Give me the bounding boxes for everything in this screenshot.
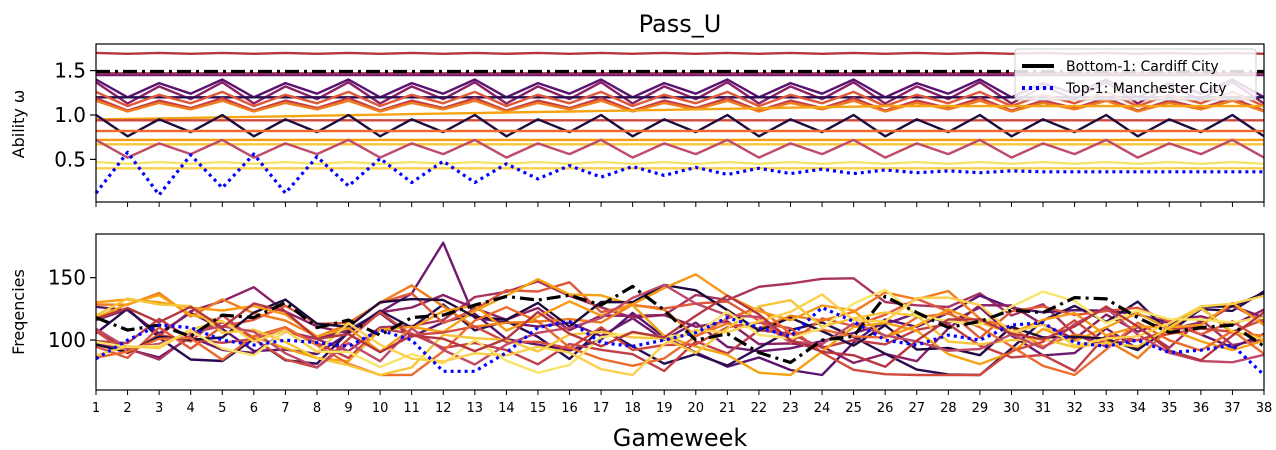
x-tick-label: 16 (561, 401, 578, 416)
x-tick-label: 35 (1161, 401, 1178, 416)
bottom-series-line-14 (95, 297, 1265, 377)
x-tick-label: 10 (372, 401, 389, 416)
bottom-series-line-7 (95, 304, 1265, 373)
x-tick-label: 8 (313, 401, 321, 416)
top-series-lines (94, 51, 1265, 197)
bottom-series-line-13 (95, 273, 1265, 353)
x-tick-label: 34 (1129, 401, 1146, 416)
x-tick-label: 11 (403, 401, 420, 416)
bottom-series-line-12 (95, 306, 1265, 377)
x-tick-label: 12 (435, 401, 452, 416)
x-tick-label: 22 (751, 401, 768, 416)
figure-title: Pass_U (639, 10, 722, 38)
x-tick-label: 17 (593, 401, 610, 416)
x-tick-label: 33 (1098, 401, 1115, 416)
bottom-series-lines (95, 241, 1266, 377)
x-tick-label: 6 (250, 401, 258, 416)
top-y-tick-label: 0.5 (54, 147, 86, 171)
legend-label-cardiff: Bottom-1: Cardiff City (1066, 59, 1219, 75)
bottom-y-ticks: 100 150 (48, 266, 96, 352)
x-tick-label: 29 (972, 401, 989, 416)
x-tick-label: 15 (530, 401, 547, 416)
x-tick-label: 24 (814, 401, 831, 416)
top-y-tick-label: 1.0 (54, 103, 86, 127)
bottom-series-line-11 (95, 283, 1265, 357)
x-tick-label: 21 (719, 401, 736, 416)
top-series-manchester-city (94, 150, 1264, 197)
x-tick-label: 7 (281, 401, 289, 416)
x-tick-label: 36 (1193, 401, 1210, 416)
legend-box (1014, 48, 1257, 101)
top-series-line-9 (95, 99, 1265, 113)
top-y-axis-label: Ability ω (9, 90, 28, 159)
x-tick-label: 26 (877, 401, 894, 416)
legend: Bottom-1: Cardiff City Top-1: Manchester… (1014, 48, 1257, 101)
bottom-series-cardiff-city (95, 284, 1265, 365)
x-tick-label: 32 (1066, 401, 1083, 416)
bottom-series-line-17 (95, 293, 1265, 377)
top-series-line-7 (95, 90, 1265, 108)
top-axes-frame (95, 43, 1265, 203)
x-tick-label: 9 (344, 401, 352, 416)
top-y-ticks: 0.5 1.0 1.5 (54, 59, 96, 171)
bottom-y-axis-label: Freqencies (9, 269, 28, 355)
x-tick-label: 28 (940, 401, 957, 416)
x-tick-label: 14 (498, 401, 515, 416)
top-series-line-17 (95, 160, 1265, 166)
x-tick-label: 3 (155, 401, 163, 416)
x-tick-label: 37 (1224, 401, 1241, 416)
bottom-y-tick-label: 100 (48, 328, 86, 352)
top-x-ticks (95, 202, 1265, 207)
x-tick-label: 5 (218, 401, 226, 416)
bottom-axes-frame (95, 233, 1265, 391)
x-tick-label: 19 (656, 401, 673, 416)
x-tick-label: 2 (123, 401, 131, 416)
x-tick-label: 18 (624, 401, 641, 416)
x-axis-label: Gameweek (613, 424, 748, 450)
legend-label-mancity: Top-1: Manchester City (1065, 81, 1227, 97)
x-tick-label: 27 (908, 401, 925, 416)
top-y-tick-label: 1.5 (54, 59, 86, 83)
top-panel-ability: 0.5 1.0 1.5 Ability ω Bottom-1: Cardiff Ci… (9, 43, 1265, 207)
top-series-line-12 (95, 113, 1265, 138)
bottom-series-line-9 (95, 278, 1265, 377)
x-tick-label: 31 (1035, 401, 1052, 416)
x-tick-label: 20 (688, 401, 705, 416)
x-tick-label: 13 (467, 401, 484, 416)
x-tick-label: 25 (845, 401, 862, 416)
top-series-line-16 (95, 138, 1265, 159)
x-tick-label: 30 (1003, 401, 1020, 416)
x-tick-label: 1 (92, 401, 100, 416)
top-series-line-10 (95, 104, 1264, 121)
x-tick-label: 38 (1256, 401, 1273, 416)
x-tick-label: 23 (782, 401, 799, 416)
bottom-x-ticks: 1 2 3 4 5 6 7 8 9 10 11 12 13 14 15 16 17 18 19 20 21 22 23 24 2… (92, 390, 1272, 416)
x-tick-label: 4 (187, 401, 195, 416)
bottom-y-tick-label: 150 (48, 266, 86, 290)
